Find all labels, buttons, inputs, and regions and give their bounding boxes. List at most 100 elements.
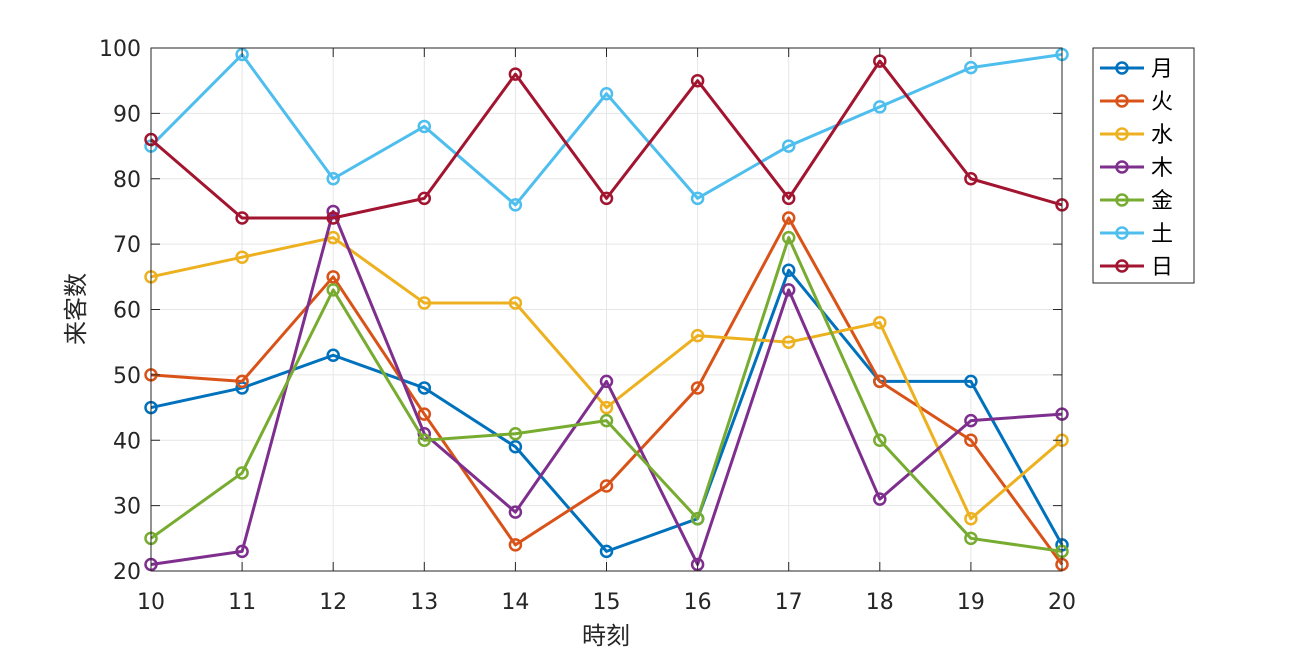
legend-swatch-marker: [1115, 259, 1129, 273]
data-point: [964, 172, 978, 186]
data-point: [690, 381, 705, 395]
data-point: [873, 374, 887, 389]
legend-label: 金: [1151, 189, 1173, 214]
y-tick-label: 70: [113, 233, 141, 258]
x-tick-label: 19: [957, 590, 985, 615]
data-point: [599, 191, 614, 206]
data-point: [964, 433, 978, 447]
y-tick-label: 80: [113, 168, 141, 193]
data-point: [873, 492, 887, 506]
data-point: [508, 67, 523, 81]
data-point: [599, 413, 614, 428]
x-tick-label: 16: [684, 590, 712, 615]
legend-item: 土: [1100, 222, 1173, 247]
y-tick-label: 100: [99, 37, 141, 62]
data-point: [781, 230, 796, 245]
x-tick-label: 13: [410, 590, 438, 615]
data-point: [235, 211, 249, 225]
x-tick-label: 14: [501, 590, 529, 615]
data-point: [781, 335, 796, 349]
data-point: [235, 466, 249, 480]
data-point: [964, 374, 978, 389]
legend-label: 日: [1151, 255, 1173, 280]
x-tick-label: 10: [137, 590, 165, 615]
data-point: [235, 544, 249, 559]
series-line: [150, 216, 1064, 566]
legend-label: 火: [1151, 90, 1173, 115]
data-point: [690, 191, 705, 206]
data-point: [599, 374, 614, 389]
legend-item: 金: [1100, 189, 1173, 214]
x-tick-label: 12: [319, 590, 347, 615]
data-point: [417, 381, 432, 395]
y-axis: 20 30 40 50 60 70 80 90 100: [99, 37, 1062, 585]
data-point: [508, 296, 523, 310]
legend-swatch-marker: [1115, 127, 1129, 141]
data-point: [326, 270, 340, 284]
data-point: [781, 191, 796, 206]
data-point: [781, 211, 796, 225]
data-point: [417, 191, 432, 206]
data-point: [690, 328, 705, 343]
y-tick-label: 60: [113, 299, 141, 324]
data-point: [873, 433, 887, 447]
y-tick-label: 20: [113, 560, 141, 585]
data-point: [781, 263, 796, 278]
data-point: [599, 400, 614, 415]
data-point: [235, 250, 249, 264]
x-axis-label: 時刻: [582, 622, 630, 650]
data-point: [599, 544, 614, 559]
data-point: [599, 479, 614, 493]
data-point: [964, 511, 978, 526]
data-point: [508, 538, 523, 552]
data-point: [417, 296, 432, 310]
data-point: [873, 315, 887, 330]
legend-item: 火: [1100, 90, 1173, 115]
legend-label: 木: [1151, 156, 1173, 181]
legend-item: 日: [1100, 255, 1173, 280]
legend-swatch-marker: [1115, 226, 1129, 240]
data-point: [508, 505, 523, 519]
legend-label: 月: [1151, 57, 1173, 82]
legend-label: 水: [1151, 123, 1173, 148]
y-axis-label: 来客数: [62, 273, 90, 345]
legend-swatch-marker: [1115, 94, 1129, 108]
legend-swatch-marker: [1115, 193, 1129, 207]
data-point: [781, 283, 796, 297]
series-line: [150, 268, 1064, 553]
y-tick-label: 40: [113, 429, 141, 454]
legend-item: 木: [1100, 156, 1173, 181]
data-point: [235, 374, 249, 389]
data-point: [326, 211, 340, 225]
data-point: [964, 60, 978, 75]
data-point: [417, 433, 432, 447]
x-tick-label: 20: [1048, 590, 1076, 615]
data-point: [599, 87, 614, 101]
x-tick-label: 17: [775, 590, 803, 615]
data-point: [781, 139, 796, 153]
data-point: [964, 413, 978, 428]
data-point: [508, 440, 523, 454]
series-line: [150, 59, 1063, 220]
legend-swatch-marker: [1115, 61, 1129, 75]
y-tick-label: 50: [113, 364, 141, 389]
data-point: [326, 348, 340, 363]
y-tick-label: 90: [113, 102, 141, 127]
legend-item: 月: [1100, 57, 1173, 82]
data-point: [690, 73, 705, 88]
legend-swatch-marker: [1115, 160, 1129, 174]
data-point: [964, 531, 978, 546]
x-tick-label: 11: [228, 590, 256, 615]
data-point: [873, 100, 887, 114]
data-point: [508, 198, 523, 212]
data-point: [326, 283, 340, 297]
series-line: [149, 53, 1063, 207]
x-axis: 10 11 12 13 14 15 16 17 18 19 20: [137, 48, 1076, 615]
data-point: [417, 119, 432, 134]
legend-label: 土: [1151, 222, 1173, 247]
x-tick-label: 18: [866, 590, 894, 615]
x-tick-label: 15: [593, 590, 621, 615]
series-line: [150, 236, 1063, 521]
